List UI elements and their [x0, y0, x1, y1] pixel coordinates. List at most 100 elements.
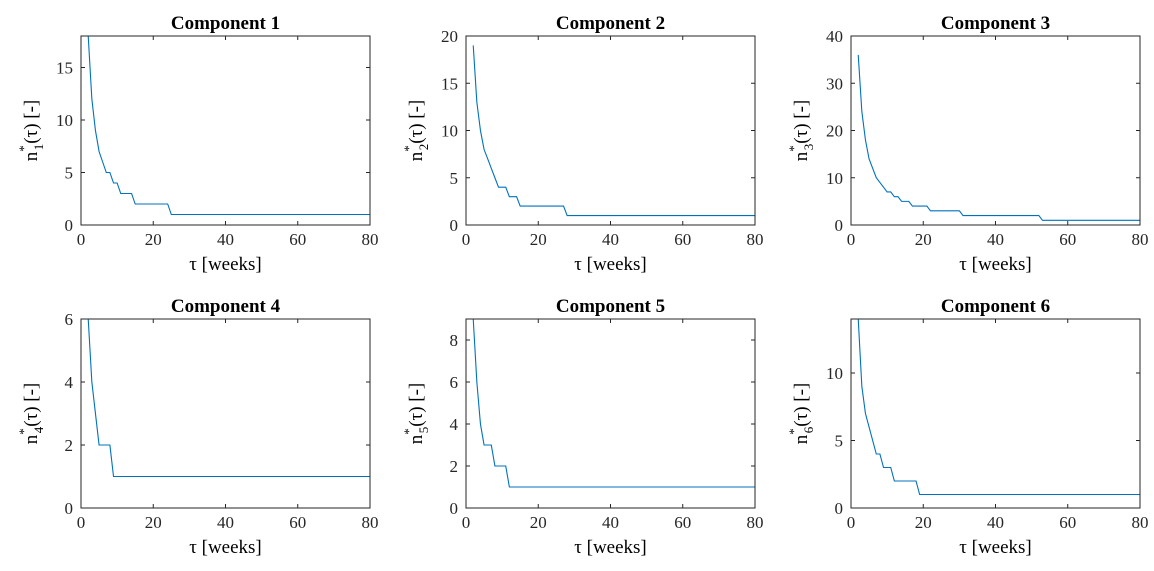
y-axis-label-rest: (τ) [-] — [791, 100, 812, 144]
y-axis-label-sub: 1 — [31, 144, 46, 151]
y-axis-label-base: n — [406, 151, 427, 161]
y-tick-label: 10 — [441, 122, 458, 141]
x-axis-label: τ [weeks] — [959, 537, 1032, 558]
y-tick-label: 10 — [826, 169, 843, 188]
y-tick-label: 5 — [835, 432, 844, 451]
y-tick-label: 5 — [65, 164, 74, 183]
y-tick-label: 6 — [450, 373, 459, 392]
x-axis-label: τ [weeks] — [189, 254, 262, 275]
x-tick-label: 20 — [145, 230, 162, 249]
x-tick-label: 60 — [674, 230, 691, 249]
y-axis-label-rest: (τ) [-] — [21, 100, 42, 144]
x-tick-label: 0 — [462, 513, 471, 532]
y-axis-label-rest: (τ) [-] — [21, 383, 42, 427]
y-axis-label-sub: 4 — [31, 426, 46, 433]
y-tick-label: 10 — [56, 111, 73, 130]
y-tick-label: 15 — [441, 74, 458, 93]
chart-title: Component 3 — [941, 13, 1050, 34]
x-tick-label: 0 — [847, 230, 856, 249]
x-tick-label: 60 — [289, 513, 306, 532]
y-axis-label: n*4(τ) [-] — [16, 383, 46, 445]
y-axis-label-base: n — [406, 434, 427, 444]
y-axis-label-rest: (τ) [-] — [406, 383, 427, 427]
x-tick-label: 20 — [915, 230, 932, 249]
x-tick-label: 20 — [530, 230, 547, 249]
chart-title: Component 4 — [171, 296, 281, 317]
y-axis-label-rest: (τ) [-] — [406, 100, 427, 144]
axes-box-5 — [465, 318, 756, 509]
x-tick-label: 40 — [602, 513, 619, 532]
y-axis-label-sup: * — [786, 145, 801, 152]
chart-title: Component 5 — [556, 296, 665, 317]
y-axis-label: n*2(τ) [-] — [401, 100, 431, 162]
chart-title: Component 6 — [941, 296, 1050, 317]
x-axis-label: τ [weeks] — [959, 254, 1032, 275]
y-tick-label: 0 — [65, 216, 74, 235]
x-tick-label: 80 — [362, 230, 379, 249]
y-tick-label: 10 — [826, 364, 843, 383]
y-axis-label-sup: * — [401, 145, 416, 152]
y-axis-label-rest: (τ) [-] — [791, 383, 812, 427]
panel-3: 0 20 40 60 80 0 10 20 30 40 Component 3 τ [weeks] n*… — [786, 13, 1149, 275]
y-tick-label: 20 — [826, 122, 843, 141]
x-axis-label: τ [weeks] — [574, 537, 647, 558]
y-tick-label: 0 — [835, 499, 844, 518]
x-tick-label: 0 — [77, 513, 86, 532]
y-axis-label: n*1(τ) [-] — [16, 100, 46, 162]
series-line-5 — [472, 319, 755, 488]
y-axis-label-sub: 2 — [416, 144, 431, 151]
y-axis-label-sup: * — [16, 145, 31, 152]
y-axis-label-sub: 6 — [801, 426, 816, 433]
y-axis-label: n*3(τ) [-] — [786, 100, 816, 162]
y-tick-label: 2 — [450, 457, 459, 476]
y-axis-label: n*6(τ) [-] — [786, 383, 816, 445]
x-tick-label: 20 — [915, 513, 932, 532]
x-tick-label: 60 — [1059, 513, 1076, 532]
x-tick-label: 60 — [674, 513, 691, 532]
y-axis-label-sub: 3 — [801, 144, 816, 151]
y-tick-label: 0 — [450, 499, 459, 518]
x-tick-label: 40 — [602, 230, 619, 249]
y-axis-label-base: n — [791, 434, 812, 444]
x-tick-label: 40 — [987, 513, 1004, 532]
y-axis-label-sub: 5 — [416, 427, 431, 434]
y-axis-label-sup: * — [401, 428, 416, 435]
x-tick-label: 80 — [747, 230, 764, 249]
panel-5: 0 20 40 60 80 0 2 4 6 8 Component 5 τ [weeks] n*5(τ)… — [401, 296, 764, 558]
y-tick-label: 8 — [450, 331, 459, 350]
y-axis-label-base: n — [21, 434, 42, 444]
panel-2: 0 20 40 60 80 0 5 10 15 20 Component 2 τ [weeks] n*2… — [401, 13, 764, 275]
x-tick-label: 80 — [1132, 513, 1149, 532]
x-tick-label: 80 — [1132, 230, 1149, 249]
y-axis-label-base: n — [791, 151, 812, 161]
series-line-6 — [857, 319, 1140, 496]
x-tick-label: 40 — [217, 513, 234, 532]
x-tick-label: 80 — [362, 513, 379, 532]
chart-title: Component 2 — [556, 13, 665, 34]
series-line-4 — [87, 319, 370, 478]
x-tick-label: 0 — [77, 230, 86, 249]
y-tick-label: 2 — [65, 436, 74, 455]
x-tick-label: 40 — [217, 230, 234, 249]
x-tick-label: 40 — [987, 230, 1004, 249]
y-tick-label: 4 — [450, 415, 459, 434]
y-tick-label: 4 — [65, 373, 74, 392]
axes-box-4 — [80, 318, 371, 509]
x-axis-label: τ [weeks] — [574, 254, 647, 275]
y-tick-label: 6 — [65, 310, 74, 329]
panel-1: 0 20 40 60 80 0 5 10 15 Component 1 τ [weeks] n*1(τ… — [16, 13, 379, 275]
x-tick-label: 80 — [747, 513, 764, 532]
y-axis-label-sup: * — [16, 428, 31, 435]
x-tick-label: 20 — [530, 513, 547, 532]
series-line-3 — [857, 54, 1140, 221]
series-line-1 — [87, 36, 370, 216]
axes-box-1 — [80, 35, 371, 226]
y-tick-label: 15 — [56, 59, 73, 78]
y-axis-label-sup: * — [786, 428, 801, 435]
x-tick-label: 0 — [462, 230, 471, 249]
series-line-2 — [472, 45, 755, 217]
panel-6: 0 20 40 60 80 0 5 10 Component 6 τ [weeks] n*6(τ) … — [786, 296, 1149, 558]
y-axis-label: n*5(τ) [-] — [401, 383, 431, 445]
x-axis-label: τ [weeks] — [189, 537, 262, 558]
